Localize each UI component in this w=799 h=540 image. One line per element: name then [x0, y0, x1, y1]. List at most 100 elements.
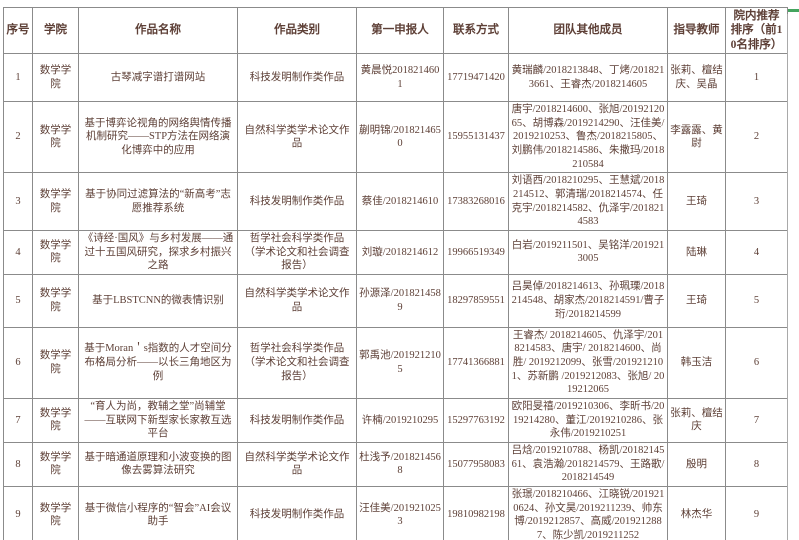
cell-college[interactable]: 数学学院 [32, 229, 79, 275]
column-header-category[interactable]: 作品类别 [237, 6, 357, 55]
column-header-rank[interactable]: 院内推荐排序（前10名排序） [725, 6, 788, 55]
cell-index[interactable]: 1 [3, 53, 33, 103]
cell-college[interactable]: 数学学院 [32, 326, 79, 400]
table-row: 9 数学学院 基于微信小程序的“智会”AI会议助手 科技发明制作类作品 汪佳美/2019… [3, 485, 788, 540]
table-row: 5 数学学院 基于LBSTCNN的微表情识别 自然科学类学术论文作品 孙源泽/20182… [3, 273, 788, 328]
table-header: 序号 学院 作品名称 作品类别 第一申报人 联系方式 团队其他成员 指导教师 院内推荐排序（前1… [3, 6, 788, 55]
cell-team[interactable]: 吕焓/2019210788、杨凯/2018214561、袁浩瀚/20182145… [508, 441, 668, 487]
column-header-contact[interactable]: 联系方式 [443, 6, 509, 55]
cell-rank[interactable]: 9 [725, 485, 788, 540]
cell-index[interactable]: 9 [3, 485, 33, 540]
cell-college[interactable]: 数学学院 [32, 53, 79, 103]
cell-title[interactable]: 基于Moran＇s指数的人才空间分布格局分析——以长三角地区为例 [78, 326, 238, 400]
cell-advisors[interactable]: 张莉、檀结庆 [667, 398, 726, 443]
cell-advisors[interactable]: 王琦 [667, 172, 726, 231]
cell-index[interactable]: 8 [3, 441, 33, 487]
cell-college[interactable]: 数学学院 [32, 485, 79, 540]
cell-contact[interactable]: 17719471420 [443, 53, 509, 103]
cell-category[interactable]: 科技发明制作类作品 [237, 53, 357, 103]
cell-title[interactable]: 基于协同过滤算法的“新高考”志愿推荐系统 [78, 172, 238, 231]
cell-college[interactable]: 数学学院 [32, 101, 79, 174]
cell-rank[interactable]: 7 [725, 398, 788, 443]
cell-team[interactable]: 欧阳旻禧/2019210306、李昕书/2019214280、董江/201921… [508, 398, 668, 443]
cell-college[interactable]: 数学学院 [32, 273, 79, 328]
cell-team[interactable]: 张璟/2018210466、江晓锐/2019210624、孙文昊/2019211… [508, 485, 668, 540]
cell-index[interactable]: 5 [3, 273, 33, 328]
cell-rank[interactable]: 1 [725, 53, 788, 103]
cell-index[interactable]: 4 [3, 229, 33, 275]
table-row: 8 数学学院 基于暗通道原理和小波变换的图像去雾算法研究 自然科学类学术论文作品 杜浅予… [3, 441, 788, 487]
cell-rank[interactable]: 6 [725, 326, 788, 400]
cell-title[interactable]: 基于暗通道原理和小波变换的图像去雾算法研究 [78, 441, 238, 487]
cell-index[interactable]: 6 [3, 326, 33, 400]
table-body: 1 数学学院 古琴减字谱打谱网站 科技发明制作类作品 黄晨悦2018214601 1771… [3, 53, 788, 540]
cell-advisors[interactable]: 韩玉洁 [667, 326, 726, 400]
cell-applicant[interactable]: 孙源泽/2018214589 [356, 273, 444, 328]
cell-category[interactable]: 哲学社会科学类作品（学术论文和社会调查报告） [237, 326, 357, 400]
cell-college[interactable]: 数学学院 [32, 172, 79, 231]
cell-index[interactable]: 2 [3, 101, 33, 174]
cell-category[interactable]: 科技发明制作类作品 [237, 398, 357, 443]
column-header-college[interactable]: 学院 [32, 6, 79, 55]
cell-contact[interactable]: 15297763192 [443, 398, 509, 443]
cell-contact[interactable]: 19966519349 [443, 229, 509, 275]
cell-category[interactable]: 科技发明制作类作品 [237, 172, 357, 231]
cell-rank[interactable]: 3 [725, 172, 788, 231]
cell-college[interactable]: 数学学院 [32, 441, 79, 487]
cell-contact[interactable]: 18297859551 [443, 273, 509, 328]
cell-contact[interactable]: 19810982198 [443, 485, 509, 540]
cell-advisors[interactable]: 殷明 [667, 441, 726, 487]
cell-team[interactable]: 吕昊倬/2018214613、孙珮瑮/2018214548、胡家杰/201821… [508, 273, 668, 328]
cell-advisors[interactable]: 王琦 [667, 273, 726, 328]
cell-advisors[interactable]: 林杰华 [667, 485, 726, 540]
spreadsheet-area: 序号 学院 作品名称 作品类别 第一申报人 联系方式 团队其他成员 指导教师 院内推荐排序（前1… [0, 6, 799, 540]
column-header-index[interactable]: 序号 [3, 6, 33, 55]
cell-title[interactable]: “育人为尚，教辅之堂”尚辅堂——互联网下新型家长家教互选平台 [78, 398, 238, 443]
table-row: 4 数学学院 《诗经·国风》与乡村发展——通过十五国风研究，探求乡村振兴之路 哲学社会… [3, 229, 788, 275]
cell-advisors[interactable]: 陆琳 [667, 229, 726, 275]
cell-title[interactable]: 基于博弈论视角的网络舆情传播机制研究——STP方法在网络演化博弈中的应用 [78, 101, 238, 174]
column-header-applicant[interactable]: 第一申报人 [356, 6, 444, 55]
cell-selection-accent [788, 9, 799, 12]
cell-rank[interactable]: 4 [725, 229, 788, 275]
cell-category[interactable]: 科技发明制作类作品 [237, 485, 357, 540]
cell-applicant[interactable]: 蒯明锦/2018214650 [356, 101, 444, 174]
cell-rank[interactable]: 8 [725, 441, 788, 487]
column-header-advisors[interactable]: 指导教师 [667, 6, 726, 55]
cell-applicant[interactable]: 刘璇/2018214612 [356, 229, 444, 275]
cell-title[interactable]: 基于微信小程序的“智会”AI会议助手 [78, 485, 238, 540]
cell-contact[interactable]: 17741366881 [443, 326, 509, 400]
column-header-team[interactable]: 团队其他成员 [508, 6, 668, 55]
cell-applicant[interactable]: 郭禹池/2019212105 [356, 326, 444, 400]
cell-category[interactable]: 自然科学类学术论文作品 [237, 441, 357, 487]
cell-college[interactable]: 数学学院 [32, 398, 79, 443]
cell-applicant[interactable]: 许楠/2019210295 [356, 398, 444, 443]
column-header-title[interactable]: 作品名称 [78, 6, 238, 55]
cell-team[interactable]: 王睿杰/ 2018214605、仇泽宇/2018214583、唐宇/ 20182… [508, 326, 668, 400]
cell-applicant[interactable]: 黄晨悦2018214601 [356, 53, 444, 103]
cell-rank[interactable]: 2 [725, 101, 788, 174]
cell-title[interactable]: 《诗经·国风》与乡村发展——通过十五国风研究，探求乡村振兴之路 [78, 229, 238, 275]
cell-category[interactable]: 自然科学类学术论文作品 [237, 273, 357, 328]
cell-team[interactable]: 唐宇/2018214600、张旭/2019212065、胡博森/20192142… [508, 101, 668, 174]
cell-contact[interactable]: 15077958083 [443, 441, 509, 487]
table-row: 3 数学学院 基于协同过滤算法的“新高考”志愿推荐系统 科技发明制作类作品 蔡佳/201… [3, 172, 788, 231]
cell-applicant[interactable]: 蔡佳/2018214610 [356, 172, 444, 231]
cell-applicant[interactable]: 杜浅予/2018214568 [356, 441, 444, 487]
cell-advisors[interactable]: 李露露、黄尉 [667, 101, 726, 174]
cell-category[interactable]: 哲学社会科学类作品（学术论文和社会调查报告） [237, 229, 357, 275]
cell-index[interactable]: 7 [3, 398, 33, 443]
cell-contact[interactable]: 15955131437 [443, 101, 509, 174]
cell-rank[interactable]: 5 [725, 273, 788, 328]
table-row: 1 数学学院 古琴减字谱打谱网站 科技发明制作类作品 黄晨悦2018214601 1771… [3, 53, 788, 103]
cell-title[interactable]: 基于LBSTCNN的微表情识别 [78, 273, 238, 328]
cell-contact[interactable]: 17383268016 [443, 172, 509, 231]
cell-index[interactable]: 3 [3, 172, 33, 231]
cell-applicant[interactable]: 汪佳美/2019210253 [356, 485, 444, 540]
cell-category[interactable]: 自然科学类学术论文作品 [237, 101, 357, 174]
cell-title[interactable]: 古琴减字谱打谱网站 [78, 53, 238, 103]
cell-advisors[interactable]: 张莉、檀结庆、吴晶 [667, 53, 726, 103]
cell-team[interactable]: 白岩/2019211501、吴铭洋/2019213005 [508, 229, 668, 275]
cell-team[interactable]: 黄瑞麟/2018213848、丁烤/2018213661、王睿杰/2018214… [508, 53, 668, 103]
cell-team[interactable]: 刘语西/2018210295、王慧斌/2018214512、郭清瑞/201821… [508, 172, 668, 231]
